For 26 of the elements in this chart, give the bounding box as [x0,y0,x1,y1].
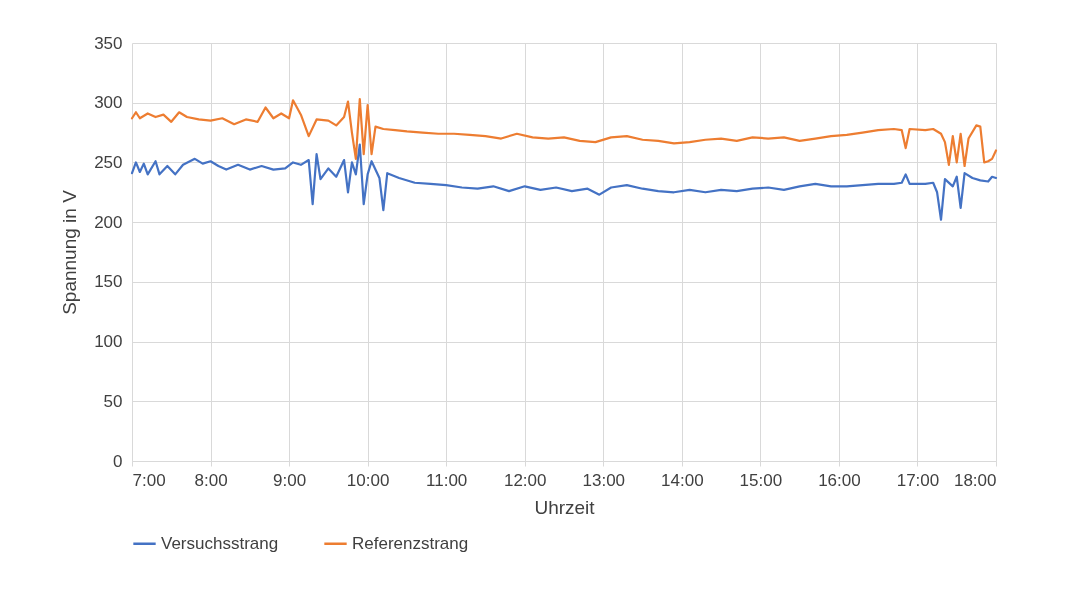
x-tick-label: 15:00 [739,470,783,490]
x-axis-title: Uhrzeit [534,496,596,518]
y-tick-label: 350 [94,33,123,53]
x-tick-label: 14:00 [661,470,704,490]
line-series [130,143,998,221]
x-tick-label: 12:00 [503,470,547,490]
legend-label: Referenzstrang [352,533,469,553]
x-tick-label: 10:00 [346,470,390,490]
y-tick-label: 300 [94,93,123,113]
x-tick-label: 13:00 [582,470,626,490]
x-tick-label: 11:00 [426,470,468,490]
y-tick-label: 250 [94,152,123,172]
x-tick-label: 7:00 [132,470,166,490]
x-tick-label: 18:00 [953,470,997,490]
y-tick-label: 200 [94,212,123,232]
y-tick-label: 50 [103,391,123,411]
y-axis-title: Spannung in V [59,189,81,315]
x-tick-label: 17:00 [896,470,940,490]
line-series [130,98,998,168]
legend-label: Versuchsstrang [161,533,279,553]
y-tick-label: 0 [113,451,123,471]
x-tick-label: 16:00 [818,470,861,490]
x-tick-label: 8:00 [194,470,228,490]
y-tick-label: 150 [94,272,123,292]
x-tick-label: 9:00 [273,470,307,490]
y-tick-label: 100 [94,332,123,352]
